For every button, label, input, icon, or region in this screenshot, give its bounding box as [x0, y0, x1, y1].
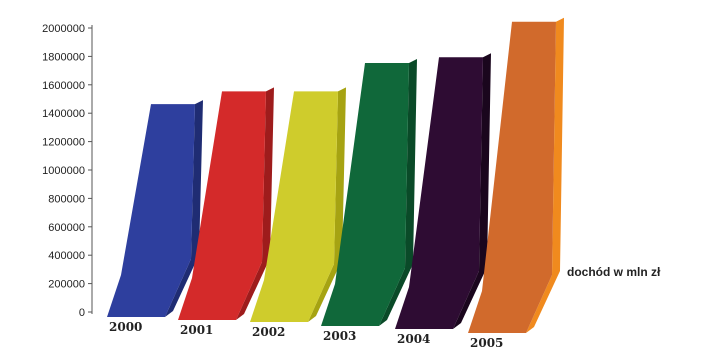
bar-2004 — [395, 57, 483, 330]
series-legend-label: dochód w mln zł — [567, 265, 661, 279]
y-tick-label: 0 — [79, 307, 85, 319]
bar-2005 — [468, 21, 556, 334]
category-label-2005: 2005 — [470, 336, 503, 350]
y-tick-label: 1400000 — [42, 108, 85, 120]
y-tick-label: 1000000 — [42, 165, 85, 177]
bar-side-2005 — [526, 17, 564, 334]
category-label-2003: 2003 — [323, 329, 356, 343]
y-tick-label: 1600000 — [42, 80, 85, 92]
y-tick-label: 1200000 — [42, 137, 85, 149]
y-tick-label: 600000 — [48, 222, 85, 234]
y-axis: 0 200000 400000 600000 800000 1000000 1200000 1… — [42, 23, 93, 319]
y-tick-label: 2000000 — [42, 23, 85, 35]
y-tick-label: 800000 — [48, 193, 85, 205]
bar-2003 — [321, 62, 409, 326]
y-tick-label: 200000 — [48, 279, 85, 291]
bar-side-2004 — [453, 53, 491, 330]
bar-2001 — [178, 91, 266, 320]
bar-side-2003 — [379, 58, 417, 326]
bar-2000 — [107, 104, 195, 317]
bar-side-2001 — [236, 87, 274, 320]
y-tick-label: 400000 — [48, 250, 85, 262]
category-labels: 2000 2001 2002 2003 2004 2005 — [109, 320, 503, 350]
bar-2002 — [250, 91, 338, 322]
category-label-2002: 2002 — [252, 325, 285, 339]
bar-side-2000 — [165, 100, 203, 317]
category-label-2001: 2001 — [180, 323, 213, 337]
bar-series — [107, 17, 564, 334]
category-label-2004: 2004 — [397, 332, 430, 346]
category-label-2000: 2000 — [109, 320, 142, 334]
y-tick-label: 1800000 — [42, 51, 85, 63]
bar-side-2002 — [308, 87, 346, 322]
